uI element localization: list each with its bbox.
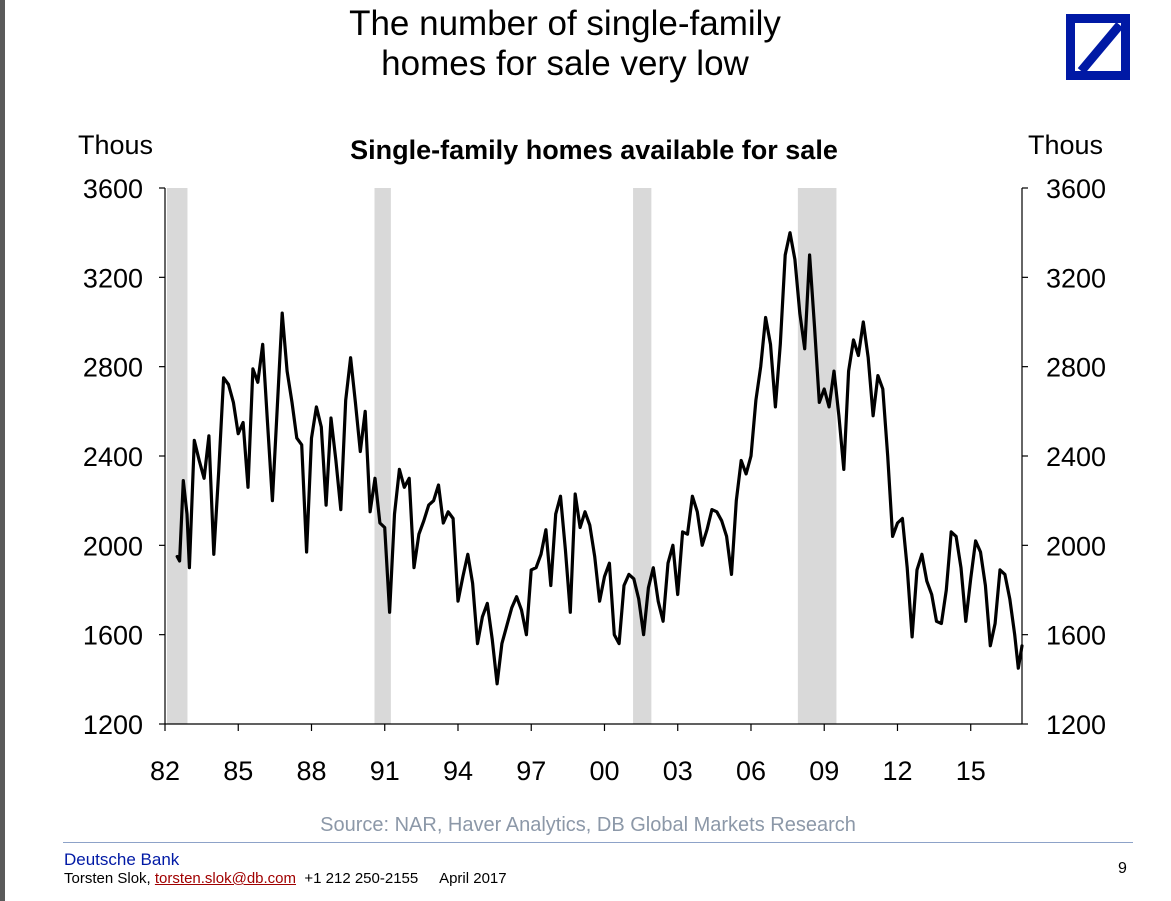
y-tick-right-label: 2000	[1046, 531, 1106, 561]
y-tick-right-label: 1600	[1046, 621, 1106, 651]
footer-phone: +1 212 250-2155	[304, 870, 419, 887]
x-tick-label: 82	[150, 756, 180, 786]
y-tick-left-label: 2400	[83, 442, 143, 472]
chart: Single-family homes available for sale T…	[78, 130, 1106, 786]
series-line-homes-for-sale	[175, 231, 1024, 686]
y-axis-unit-right: Thous	[1028, 130, 1103, 160]
slide-title-line-2: homes for sale very low	[381, 44, 749, 83]
recession-band-1	[166, 188, 188, 724]
x-tick-label: 00	[589, 756, 619, 786]
page-number: 9	[1118, 860, 1127, 877]
y-axis-unit-left: Thous	[78, 130, 153, 160]
chart-title: Single-family homes available for sale	[350, 135, 838, 165]
x-tick-label: 15	[956, 756, 986, 786]
footer-brand: Deutsche Bank	[64, 850, 180, 869]
y-tick-left-label: 1200	[83, 710, 143, 740]
y-ticks-right: 1200 1600 2000 2400 2800 3200 3600	[1022, 174, 1106, 740]
y-ticks-left: 1200 1600 2000 2400 2800 3200 3600	[83, 174, 165, 740]
y-tick-right-label: 2800	[1046, 353, 1106, 383]
footer-date: April 2017	[439, 870, 507, 887]
x-tick-label: 12	[882, 756, 912, 786]
recession-band-3	[633, 188, 652, 724]
slide-title-line-1: The number of single-family	[349, 4, 781, 43]
x-tick-label: 85	[223, 756, 253, 786]
y-tick-left-label: 3600	[83, 174, 143, 204]
y-tick-left-label: 2000	[83, 531, 143, 561]
y-tick-right-label: 1200	[1046, 710, 1106, 740]
axes	[164, 188, 1023, 725]
left-edge-bar	[0, 0, 5, 901]
footer-email-link[interactable]: torsten.slok@db.com	[154, 870, 297, 887]
deutsche-bank-logo-icon	[1066, 14, 1130, 80]
footer-contact: Torsten Slok, torsten.slok@db.com +1 212…	[64, 870, 507, 887]
x-tick-label: 94	[443, 756, 473, 786]
x-tick-label: 09	[809, 756, 839, 786]
source-note: Source: NAR, Haver Analytics, DB Global …	[320, 814, 856, 836]
x-tick-label: 06	[736, 756, 766, 786]
x-tick-label: 88	[296, 756, 326, 786]
y-tick-right-label: 3200	[1046, 263, 1106, 293]
footer-divider	[63, 842, 1133, 843]
recession-band-4	[797, 188, 837, 724]
recession-band-2	[374, 188, 391, 724]
footer-author: Torsten Slok,	[64, 870, 151, 887]
x-ticks: 82 85 88 91 94 97 00 03 06 09 12 15	[150, 724, 986, 786]
y-tick-right-label: 2400	[1046, 442, 1106, 472]
x-tick-label: 03	[663, 756, 693, 786]
y-tick-right-label: 3600	[1046, 174, 1106, 204]
y-tick-left-label: 2800	[83, 353, 143, 383]
y-tick-left-label: 3200	[83, 263, 143, 293]
x-tick-label: 97	[516, 756, 546, 786]
slide-title: The number of single-family homes for sa…	[260, 4, 870, 84]
y-tick-left-label: 1600	[83, 621, 143, 651]
x-tick-label: 91	[370, 756, 400, 786]
